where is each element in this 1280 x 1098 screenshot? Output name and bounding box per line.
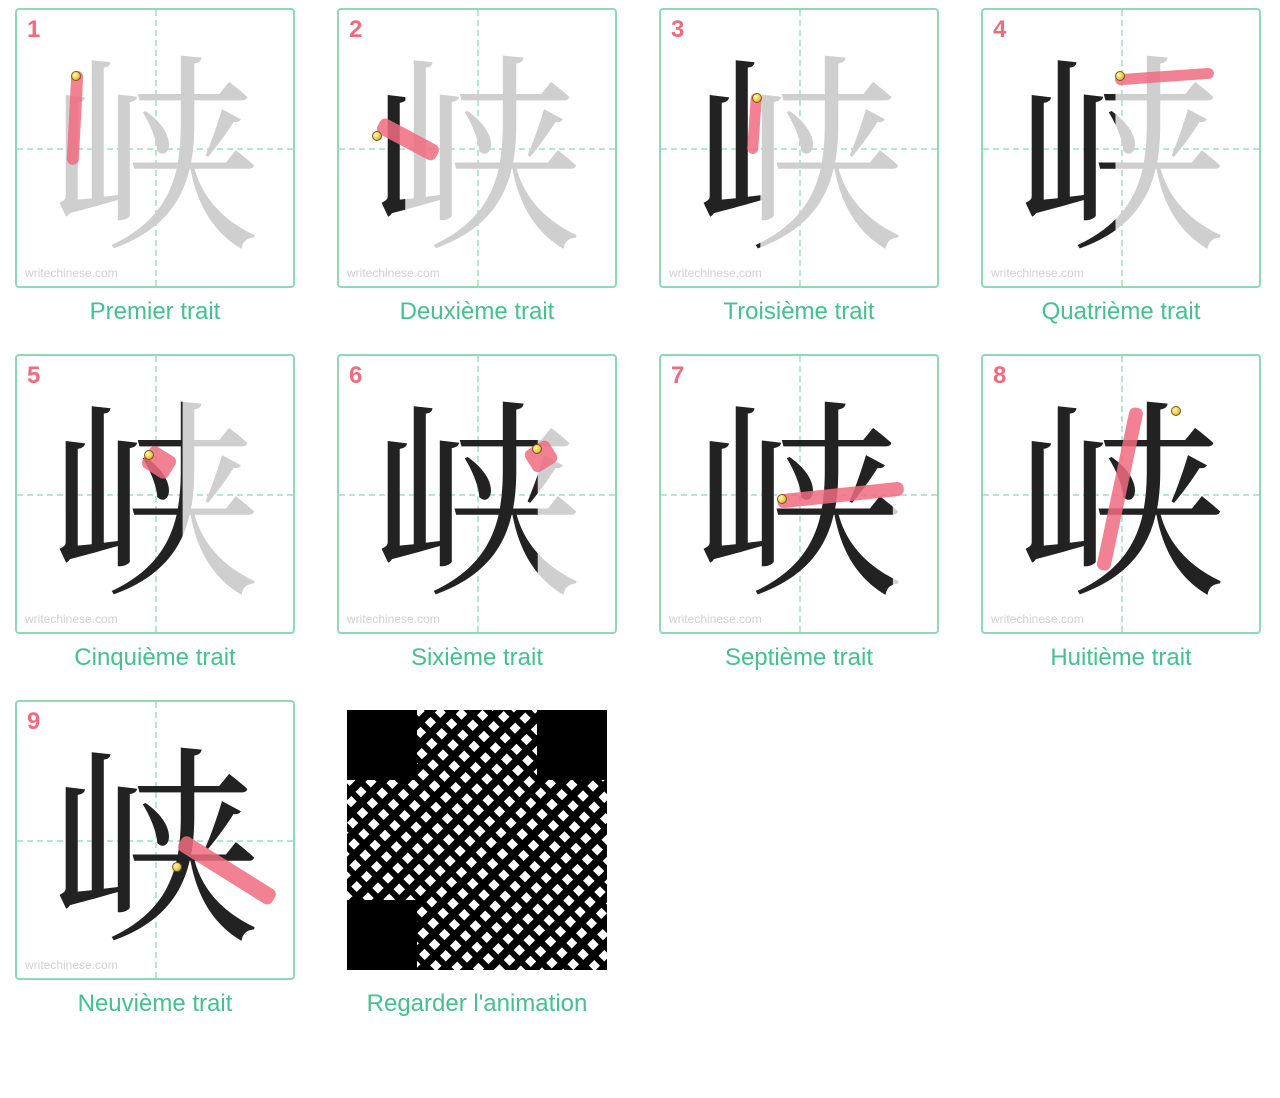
step-number: 1 xyxy=(27,16,40,44)
stroke-start-dot xyxy=(144,450,154,460)
stroke-card: 6writechinese.com峡峡 xyxy=(337,354,617,634)
watermark: writechinese.com xyxy=(669,266,762,280)
watermark: writechinese.com xyxy=(347,612,440,626)
qr-caption: Regarder l'animation xyxy=(367,990,588,1018)
stroke-card: 8writechinese.com峡峡 xyxy=(981,354,1261,634)
stroke-card: 5writechinese.com峡峡 xyxy=(15,354,295,634)
glyph-done: 峡 xyxy=(17,702,293,978)
step-number: 4 xyxy=(993,16,1006,44)
step-number: 6 xyxy=(349,362,362,390)
stroke-step: 1writechinese.com峡峡Premier trait xyxy=(8,8,302,326)
stroke-step: 7writechinese.com峡峡Septième trait xyxy=(652,354,946,672)
stroke-card: 4writechinese.com峡峡 xyxy=(981,8,1261,288)
stroke-step: 6writechinese.com峡峡Sixième trait xyxy=(330,354,624,672)
step-number: 5 xyxy=(27,362,40,390)
glyph-pending: 峡 xyxy=(17,10,293,286)
stroke-step: 2writechinese.com峡峡Deuxième trait xyxy=(330,8,624,326)
step-number: 8 xyxy=(993,362,1006,390)
step-caption: Cinquième trait xyxy=(74,644,235,672)
qr-code[interactable] xyxy=(347,710,607,970)
step-caption: Quatrième trait xyxy=(1042,298,1201,326)
stroke-card: 1writechinese.com峡峡 xyxy=(15,8,295,288)
step-caption: Troisième trait xyxy=(723,298,874,326)
watermark: writechinese.com xyxy=(25,266,118,280)
stroke-step: 9writechinese.com峡峡Neuvième trait xyxy=(8,700,302,1018)
stroke-step: 8writechinese.com峡峡Huitième trait xyxy=(974,354,1268,672)
step-number: 7 xyxy=(671,362,684,390)
stroke-start-dot xyxy=(752,93,762,103)
watermark: writechinese.com xyxy=(25,612,118,626)
watermark: writechinese.com xyxy=(25,958,118,972)
stroke-card: 7writechinese.com峡峡 xyxy=(659,354,939,634)
stroke-card: 3writechinese.com峡峡 xyxy=(659,8,939,288)
step-caption: Sixième trait xyxy=(411,644,543,672)
stroke-step: 3writechinese.com峡峡Troisième trait xyxy=(652,8,946,326)
watermark: writechinese.com xyxy=(991,266,1084,280)
watermark: writechinese.com xyxy=(991,612,1084,626)
stroke-step: 4writechinese.com峡峡Quatrième trait xyxy=(974,8,1268,326)
stroke-step: 5writechinese.com峡峡Cinquième trait xyxy=(8,354,302,672)
step-caption: Deuxième trait xyxy=(400,298,555,326)
watermark: writechinese.com xyxy=(347,266,440,280)
qr-cell: Regarder l'animation xyxy=(330,700,624,1018)
step-caption: Septième trait xyxy=(725,644,873,672)
watermark: writechinese.com xyxy=(669,612,762,626)
stroke-start-dot xyxy=(172,862,182,872)
stroke-start-dot xyxy=(777,494,787,504)
step-caption: Premier trait xyxy=(90,298,221,326)
stroke-order-grid: 1writechinese.com峡峡Premier trait2writech… xyxy=(8,8,1268,1018)
stroke-start-dot xyxy=(71,71,81,81)
step-number: 3 xyxy=(671,16,684,44)
step-number: 9 xyxy=(27,708,40,736)
qr-card xyxy=(337,700,617,980)
stroke-card: 9writechinese.com峡峡 xyxy=(15,700,295,980)
stroke-card: 2writechinese.com峡峡 xyxy=(337,8,617,288)
step-caption: Neuvième trait xyxy=(78,990,233,1018)
stroke-start-dot xyxy=(1171,406,1181,416)
step-caption: Huitième trait xyxy=(1050,644,1191,672)
step-number: 2 xyxy=(349,16,362,44)
